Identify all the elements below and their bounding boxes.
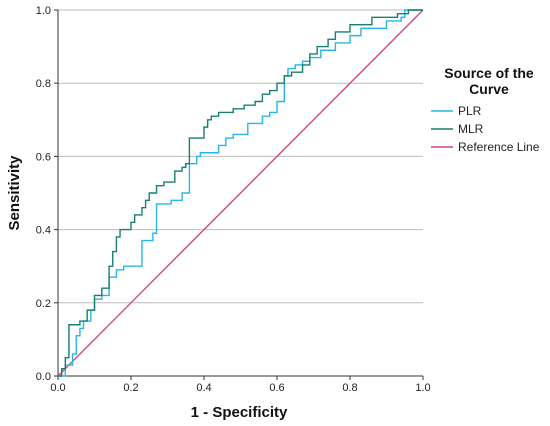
- legend-title-line-1: Source of the: [444, 65, 534, 81]
- x-axis-title: 1 - Specificity: [191, 404, 288, 421]
- series-line-reference-line: [57, 9, 424, 377]
- x-tick-label-0: 0.0: [50, 382, 65, 394]
- x-tick-label-1: 0.2: [123, 382, 138, 394]
- axes: [54, 9, 424, 380]
- y-tick-label-3: 0.6: [36, 151, 51, 163]
- legend-label-mlr: MLR: [458, 122, 484, 136]
- series-line-mlr: [58, 9, 423, 377]
- x-tick-label-5: 1.0: [415, 382, 430, 394]
- legend-label-plr: PLR: [458, 104, 482, 118]
- y-tick-label-5: 1.0: [36, 5, 51, 17]
- x-tick-label-2: 0.4: [196, 382, 211, 394]
- x-tick-label-3: 0.6: [269, 382, 284, 394]
- legend: Source of the Curve PLR MLR Reference Line: [431, 65, 540, 154]
- legend-title-line-2: Curve: [469, 81, 509, 97]
- legend-label-reference-line: Reference Line: [458, 140, 540, 154]
- legend-items: PLR MLR Reference Line: [431, 104, 540, 154]
- legend-title: Source of the Curve: [444, 65, 534, 97]
- grid-lines: [58, 9, 423, 304]
- y-tick-label-1: 0.2: [36, 298, 51, 310]
- tick-labels: 0.0 0.2 0.4 0.6 0.8 1.0 0.0 0.2 0.4 0.6 0.8 1.0: [36, 5, 431, 394]
- y-tick-label-4: 0.8: [36, 78, 51, 90]
- series-lines: [57, 9, 424, 377]
- y-axis-title: Sensitivity: [6, 155, 23, 231]
- y-tick-label-0: 0.0: [36, 371, 51, 383]
- y-tick-label-2: 0.4: [36, 225, 51, 237]
- x-tick-label-4: 0.8: [342, 382, 357, 394]
